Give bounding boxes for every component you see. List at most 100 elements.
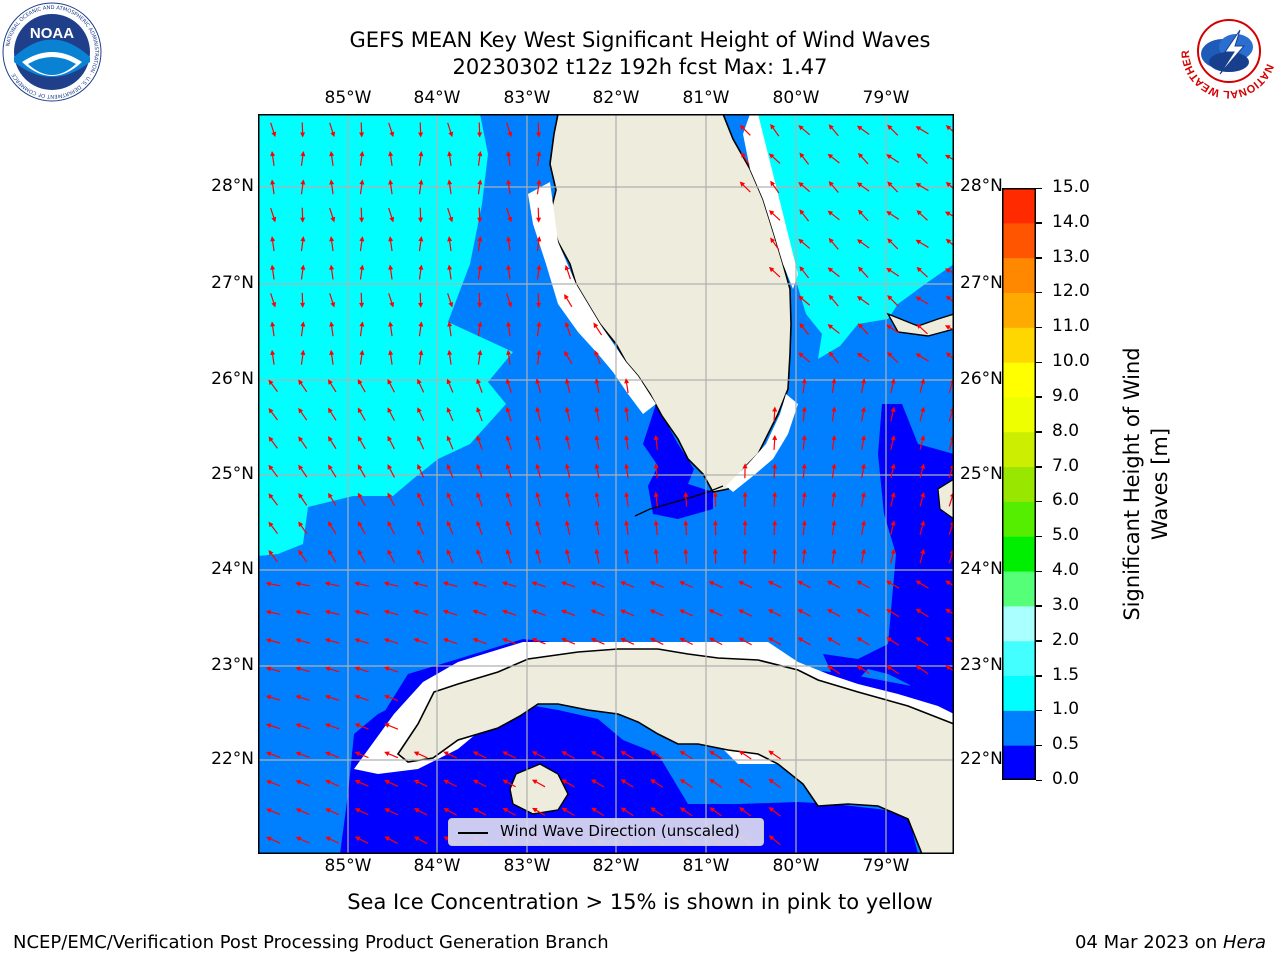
cuba-land <box>396 648 954 854</box>
wave-direction-arrow <box>679 807 693 817</box>
wave-direction-arrow <box>536 349 542 365</box>
wave-direction-arrow <box>536 122 542 138</box>
wave-direction-arrow <box>531 609 546 616</box>
wave-direction-arrow <box>328 407 337 421</box>
wind-wave-direction-arrows <box>265 122 954 846</box>
wave-direction-arrow <box>388 207 395 223</box>
wave-direction-arrow <box>856 580 870 589</box>
wave-direction-arrow <box>388 321 394 337</box>
wave-direction-arrow <box>417 549 425 564</box>
wave-direction-arrow <box>265 723 281 730</box>
wave-direction-arrow <box>535 491 542 507</box>
wave-direction-arrow <box>708 609 723 617</box>
wave-direction-arrow <box>354 836 369 844</box>
wave-direction-arrow <box>857 209 869 222</box>
wave-direction-arrow <box>919 463 926 479</box>
wave-direction-arrow <box>447 321 453 337</box>
wave-direction-arrow <box>270 236 276 252</box>
wave-direction-arrow <box>270 122 277 138</box>
wave-direction-arrow <box>827 665 841 675</box>
lon-tick-top: 79°W <box>862 88 910 108</box>
wave-direction-arrow <box>501 581 517 588</box>
wave-direction-arrow <box>860 548 866 564</box>
wave-direction-arrow <box>801 434 807 450</box>
wave-direction-arrow <box>418 207 424 223</box>
wave-direction-arrow <box>384 751 399 759</box>
wave-direction-arrow <box>329 207 336 223</box>
wave-direction-arrow <box>506 236 512 252</box>
wave-direction-arrow <box>826 609 841 617</box>
wave-direction-arrow <box>594 350 601 365</box>
wave-direction-arrow <box>357 492 366 507</box>
wave-direction-arrow <box>650 750 664 760</box>
wave-direction-arrow <box>325 808 340 816</box>
wave-direction-arrow <box>446 549 454 564</box>
wave-direction-arrow <box>447 150 453 166</box>
coast-mask-fl-ne <box>743 114 798 289</box>
wave-direction-arrow <box>387 378 395 393</box>
wave-direction-arrow <box>446 407 454 422</box>
colorbar-tick-mark <box>1036 779 1042 781</box>
wave-direction-arrow <box>799 152 810 165</box>
wave-direction-arrow <box>564 350 573 364</box>
wave-direction-arrow <box>560 581 576 588</box>
wave-direction-arrow <box>532 807 546 816</box>
wave-direction-arrow <box>531 637 546 645</box>
noaa-logo: NOAA NATIONAL OCEANIC AND ATMOSPHERIC AD… <box>2 2 102 102</box>
wave-direction-arrow <box>535 378 542 393</box>
wave-direction-arrow <box>384 779 399 787</box>
wave-direction-arrow <box>325 751 340 759</box>
wave-direction-arrow <box>300 264 306 280</box>
wave-direction-arrow <box>919 406 926 422</box>
wave-direction-arrow <box>886 637 900 646</box>
wave-direction-arrow <box>653 548 659 564</box>
wave-direction-arrow <box>890 435 896 450</box>
wave-direction-arrow <box>328 549 337 563</box>
wave-direction-arrow <box>270 179 276 195</box>
wave-direction-arrow <box>477 236 483 252</box>
wave-direction-arrow <box>772 491 778 507</box>
wave-direction-arrow <box>298 493 308 506</box>
wave-direction-arrow <box>887 351 899 363</box>
wave-direction-arrow <box>594 463 600 479</box>
wave-direction-arrow <box>295 694 310 701</box>
wave-direction-arrow <box>679 779 693 788</box>
wave-direction-arrow <box>476 520 483 535</box>
wave-direction-arrow <box>300 292 306 308</box>
wave-direction-arrow <box>856 239 870 249</box>
wave-direction-arrow <box>827 153 840 164</box>
wave-direction-arrow <box>295 751 310 758</box>
wave-direction-arrow <box>916 323 928 335</box>
wave-direction-arrow <box>797 637 811 646</box>
wave-direction-arrow <box>506 264 512 280</box>
wave-direction-arrow <box>679 750 693 760</box>
wave-direction-arrow <box>890 520 896 536</box>
wave-direction-arrow <box>359 321 365 337</box>
wave-direction-arrow <box>418 179 424 195</box>
wave-direction-arrow <box>418 150 424 166</box>
colorbar-tick-label: 3.0 <box>1052 594 1080 615</box>
wave-direction-arrow <box>915 182 929 192</box>
wave-direction-arrow <box>915 353 929 362</box>
wave-direction-arrow <box>679 581 694 588</box>
colorbar-tick-label: 6.0 <box>1052 490 1080 511</box>
wave-direction-arrow <box>417 520 425 535</box>
wave-direction-arrow <box>590 581 605 588</box>
wave-direction-arrow <box>535 463 542 479</box>
wave-band-0-0p5-south <box>340 699 918 854</box>
colorbar-tick-mark <box>1036 396 1042 398</box>
wave-direction-arrow <box>624 434 630 450</box>
wave-direction-arrow <box>270 293 277 308</box>
colorbar-tick-mark <box>1036 361 1042 364</box>
wave-direction-arrow <box>328 464 337 478</box>
wave-direction-arrow <box>447 207 454 223</box>
colorbar-tick-mark <box>1036 257 1042 259</box>
wave-direction-arrow <box>265 638 281 644</box>
wave-direction-arrow <box>505 548 512 564</box>
wave-direction-arrow <box>620 609 635 617</box>
wave-direction-arrow <box>564 548 571 564</box>
wave-direction-arrow <box>477 292 483 308</box>
colorbar-swatch <box>1002 466 1036 502</box>
wave-direction-arrow <box>477 349 483 365</box>
lat-tick-right: 26°N <box>960 369 1003 389</box>
